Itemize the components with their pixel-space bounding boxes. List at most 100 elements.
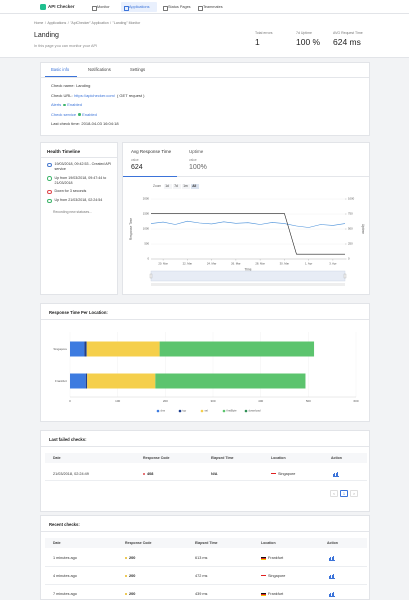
icon-bar: [333, 556, 335, 560]
breadcrumb-item: "Landing" Monitor: [112, 21, 141, 25]
tab-icon: [124, 5, 129, 11]
panel-tab[interactable]: Avg Response Time: [131, 149, 172, 154]
icon-bar: [337, 472, 339, 476]
legend-label[interactable]: ssl: [205, 409, 209, 413]
info-label: Check service: [51, 111, 77, 117]
scrollbar: [151, 283, 345, 286]
zoom-btn-bg: [173, 183, 181, 189]
nav-tab[interactable]: Status Pages: [168, 4, 191, 9]
cell-code: 408: [147, 472, 154, 476]
code-dot: [125, 557, 128, 560]
icon-bar: [331, 593, 333, 596]
column-header: Action: [327, 541, 338, 545]
status-dot: [63, 103, 66, 107]
flag-stripe: [261, 557, 266, 559]
response-chart: 0 500 1000 1500 2000 0 250 500 750 1000 20. Mar 22.…: [129, 197, 365, 286]
x-tick-label: 22. Mar: [183, 262, 193, 266]
timeline-item: Up from 19/03/2018, 09:47:44 to 21/03/20…: [47, 176, 113, 186]
brand: API Checker: [48, 4, 75, 10]
icon-bar: [335, 473, 337, 476]
action-icon[interactable]: [329, 556, 335, 561]
icon-bar: [329, 576, 330, 578]
page-label[interactable]: <: [332, 491, 336, 496]
timeline-item: 19/03/2018, 09:42:53 - Created API servi…: [47, 162, 113, 172]
legend-label[interactable]: tcp: [183, 409, 187, 413]
info-value[interactable]: https://apichecker.com/: [74, 92, 115, 98]
zoom-btn[interactable]: 1m: [183, 183, 188, 188]
bar-segment: [70, 373, 86, 389]
cell-location: Frankfurt: [268, 556, 284, 560]
info-tab[interactable]: Notifications: [88, 67, 111, 72]
divider: [123, 176, 369, 177]
y-tick-label: 0: [147, 257, 149, 261]
nav-tab[interactable]: Monitor: [97, 4, 110, 9]
page-label[interactable]: >: [352, 491, 356, 496]
info-tab[interactable]: Settings: [130, 67, 146, 72]
legend-label[interactable]: dns: [161, 409, 166, 413]
column-header: Action: [331, 456, 342, 460]
chart-title: Response Time Per Location:: [49, 310, 108, 315]
stat-label: Total errors: [255, 31, 273, 35]
page-header: Home / Applications / "ApiChecker" Applicati…: [0, 14, 409, 58]
icon-bar: [331, 557, 333, 560]
y-axis-title: Response Time: [129, 218, 133, 240]
column-header: Location: [271, 456, 286, 460]
legend-label[interactable]: firstByte: [227, 409, 238, 413]
column-header: Location: [261, 541, 276, 545]
breadcrumb-item[interactable]: Applications: [47, 21, 67, 25]
divider: [41, 446, 369, 447]
cell-elapsed: N/A: [211, 472, 218, 476]
zoom-btn[interactable]: 1d: [165, 183, 169, 188]
panel-tab[interactable]: Uptime: [189, 149, 204, 154]
info-row: Last check time: 2018-04-03 16:04:18: [51, 121, 119, 127]
location-chart: 0 100 200 300 400 500 600 Singapore Frankfurt dns…: [53, 332, 359, 413]
series-line: [151, 213, 345, 255]
cell-elapsed: 439 ms: [195, 592, 208, 596]
cell-location: Singapore: [278, 472, 296, 476]
zoom-btn-bg: [182, 183, 190, 189]
code-dot: [143, 473, 146, 476]
action-icon[interactable]: [333, 472, 339, 477]
x-tick-label: 100: [115, 399, 120, 403]
column-header: Date: [53, 456, 61, 460]
breadcrumb-sep: /: [44, 21, 46, 25]
zoom-btn[interactable]: 7d: [174, 183, 178, 188]
navigator-handle: [149, 273, 153, 279]
page-btn: [350, 490, 358, 497]
breadcrumb-item[interactable]: Home: [34, 21, 44, 25]
nav-tab[interactable]: Teammates: [203, 4, 223, 9]
page-label[interactable]: 1: [343, 491, 345, 496]
info-label: Check URL:: [51, 92, 73, 98]
page-subtitle: In this page you can monitor your API: [34, 44, 98, 48]
navigator: [150, 270, 346, 282]
breadcrumb: Home / Applications / "ApiChecker" Applicati…: [34, 21, 140, 25]
info-tab[interactable]: Basic info: [51, 67, 70, 72]
navigator-handle: [343, 273, 347, 279]
zoom-btn[interactable]: All: [192, 183, 197, 188]
info-note: ( GET request ): [116, 92, 145, 98]
panel-caption: value: [131, 158, 139, 162]
divider: [41, 157, 117, 158]
timeline-footer: Recording new statuses...: [53, 210, 93, 215]
cell-code: 200: [129, 574, 136, 578]
page-title: Landing: [34, 32, 59, 39]
icon-bar: [333, 474, 334, 476]
column-header: Date: [53, 541, 61, 545]
legend-label[interactable]: download: [249, 409, 261, 413]
breadcrumb-sep: /: [67, 21, 69, 25]
tab-icon: [92, 5, 97, 11]
top-nav: API Checker Monitor Applications Status Pag…: [0, 0, 409, 14]
x-tick-label: 3. Apr: [329, 262, 336, 266]
action-icon[interactable]: [329, 592, 335, 597]
y2-tick-label: 750: [348, 212, 353, 216]
flag-stripe: [271, 474, 276, 476]
nav-tab[interactable]: Applications: [129, 4, 150, 9]
info-value: Enabled: [82, 111, 97, 117]
breadcrumb-item[interactable]: "ApiChecker" Application: [70, 21, 109, 25]
action-icon[interactable]: [329, 574, 335, 579]
zoom-btn-bg: [191, 183, 199, 189]
zoom-btn-bg: [164, 183, 172, 189]
y-tick-label: 1000: [143, 227, 150, 231]
info-label: Last check time:: [51, 121, 80, 126]
